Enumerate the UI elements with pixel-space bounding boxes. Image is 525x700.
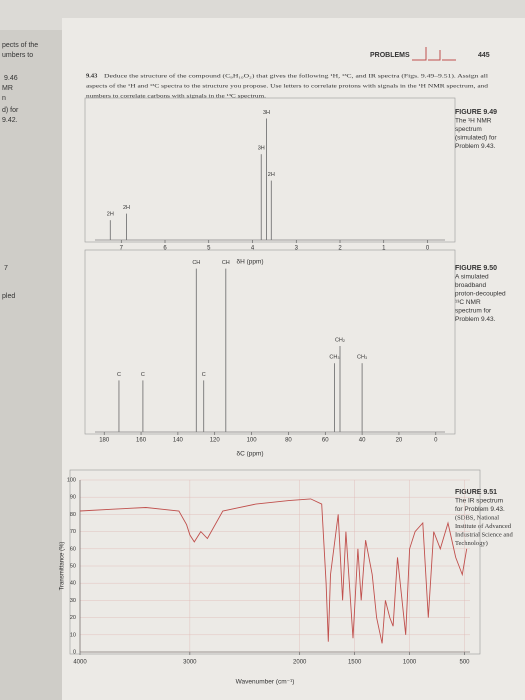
x-tick-label: 0 bbox=[426, 246, 430, 252]
margin-text: n bbox=[2, 95, 6, 102]
x-tick-label: 1 bbox=[382, 246, 386, 252]
page-number: 445 bbox=[478, 52, 490, 59]
x-tick-label: 20 bbox=[396, 438, 403, 444]
x-tick-label: 60 bbox=[322, 438, 329, 444]
figure-caption: The IR spectrum bbox=[455, 498, 503, 505]
ir-trace bbox=[79, 498, 468, 644]
x-tick-label: 7 bbox=[120, 246, 124, 252]
x-tick-label: 500 bbox=[459, 660, 470, 666]
peak-label: C bbox=[202, 372, 206, 378]
figure-caption: (SDBS, National bbox=[455, 514, 499, 521]
figure-caption: spectrum for bbox=[455, 308, 492, 315]
figure-caption: Industrial Science and bbox=[455, 531, 514, 538]
peak-label: 2H bbox=[268, 172, 275, 178]
peak-label: CH bbox=[192, 260, 200, 266]
paper bbox=[62, 18, 525, 700]
y-tick-label: 20 bbox=[70, 615, 76, 621]
peak-label: 2H bbox=[123, 205, 130, 211]
section-header: PROBLEMS bbox=[370, 52, 410, 59]
figure-title: FIGURE 9.49 bbox=[455, 109, 497, 116]
x-tick-label: 80 bbox=[285, 438, 292, 444]
y-tick-label: 90 bbox=[70, 495, 76, 501]
margin-text: d) for bbox=[2, 107, 19, 114]
figure-caption: The ¹H NMR bbox=[455, 118, 492, 125]
figure-caption: Institute of Advanced bbox=[455, 523, 512, 530]
y-tick-label: 60 bbox=[70, 546, 76, 552]
margin-text: MR bbox=[2, 85, 13, 92]
margin-text: umbers to bbox=[2, 52, 33, 59]
problem-line: Deduce the structure of the compound (C₉… bbox=[104, 72, 489, 79]
figure-caption: broadband bbox=[455, 282, 486, 289]
y-tick-label: 30 bbox=[70, 598, 76, 604]
x-tick-label: 0 bbox=[434, 438, 438, 444]
figure-caption: proton-decoupled bbox=[455, 291, 506, 298]
peak-label: CH₃ bbox=[329, 355, 339, 361]
x-axis-label: δH (ppm) bbox=[236, 259, 263, 266]
x-tick-label: 6 bbox=[163, 246, 167, 252]
margin-text: pects of the bbox=[2, 42, 38, 49]
x-tick-label: 4000 bbox=[73, 660, 87, 666]
x-tick-label: 5 bbox=[207, 246, 211, 252]
figure-caption: ¹³C NMR bbox=[455, 299, 481, 306]
peak-label: 3H bbox=[263, 110, 270, 116]
figure-title: FIGURE 9.51 bbox=[455, 489, 497, 496]
x-tick-label: 40 bbox=[359, 438, 366, 444]
peak-label: CH₂ bbox=[335, 337, 345, 343]
y-tick-label: 50 bbox=[70, 563, 76, 569]
y-tick-label: 40 bbox=[70, 581, 76, 587]
peak-label: 2H bbox=[107, 212, 114, 218]
y-tick-label: 80 bbox=[70, 512, 76, 518]
y-tick-label: 70 bbox=[70, 529, 76, 535]
x-tick-label: 1000 bbox=[403, 660, 417, 666]
figure-caption: (simulated) for bbox=[455, 135, 497, 142]
y-tick-label: 0 bbox=[73, 649, 76, 655]
peak-label: CH bbox=[222, 260, 230, 266]
figure-caption: A simulated bbox=[455, 274, 489, 281]
x-tick-label: 3 bbox=[295, 246, 299, 252]
x-tick-label: 180 bbox=[99, 438, 110, 444]
x-tick-label: 160 bbox=[136, 438, 147, 444]
margin-text: 9.46 bbox=[4, 75, 18, 82]
peak-label: CH₃ bbox=[357, 355, 367, 361]
x-axis-label: Wavenumber (cm⁻¹) bbox=[236, 679, 295, 686]
figure-caption: Technology) bbox=[455, 540, 488, 547]
problem-line: numbers to correlate carbons with signal… bbox=[86, 93, 267, 99]
plot-frame bbox=[84, 249, 456, 435]
x-axis-label: δC (ppm) bbox=[236, 451, 263, 458]
figure-title: FIGURE 9.50 bbox=[455, 265, 497, 272]
y-tick-label: 10 bbox=[70, 632, 76, 638]
x-tick-label: 3000 bbox=[183, 660, 197, 666]
x-tick-label: 2000 bbox=[293, 660, 307, 666]
x-tick-label: 4 bbox=[251, 246, 255, 252]
problem-line: aspects of the ¹H and ¹³C spectra to the… bbox=[86, 82, 488, 89]
figure-caption: Problem 9.43. bbox=[455, 316, 496, 323]
x-tick-label: 2 bbox=[338, 246, 342, 252]
figure-caption: spectrum bbox=[455, 126, 482, 133]
plot-frame bbox=[84, 97, 456, 243]
header-icon bbox=[412, 47, 456, 61]
margin-text: 7 bbox=[4, 265, 8, 272]
x-tick-label: 140 bbox=[173, 438, 184, 444]
problem-number: 9.43 bbox=[86, 72, 98, 79]
x-tick-label: 120 bbox=[210, 438, 221, 444]
x-tick-label: 100 bbox=[247, 438, 258, 444]
margin-text: pled bbox=[2, 293, 15, 300]
peak-label: 3H bbox=[258, 146, 265, 152]
figure-caption: Problem 9.43. bbox=[455, 143, 496, 150]
peak-label: C bbox=[141, 372, 145, 378]
x-tick-label: 1500 bbox=[348, 660, 362, 666]
previous-page bbox=[0, 30, 62, 700]
plot-frame bbox=[69, 469, 481, 655]
y-axis-label: Transmittance (%) bbox=[60, 542, 66, 591]
margin-text: 9.42. bbox=[2, 117, 18, 124]
peak-label: C bbox=[117, 372, 121, 378]
y-tick-label: 100 bbox=[67, 477, 76, 483]
